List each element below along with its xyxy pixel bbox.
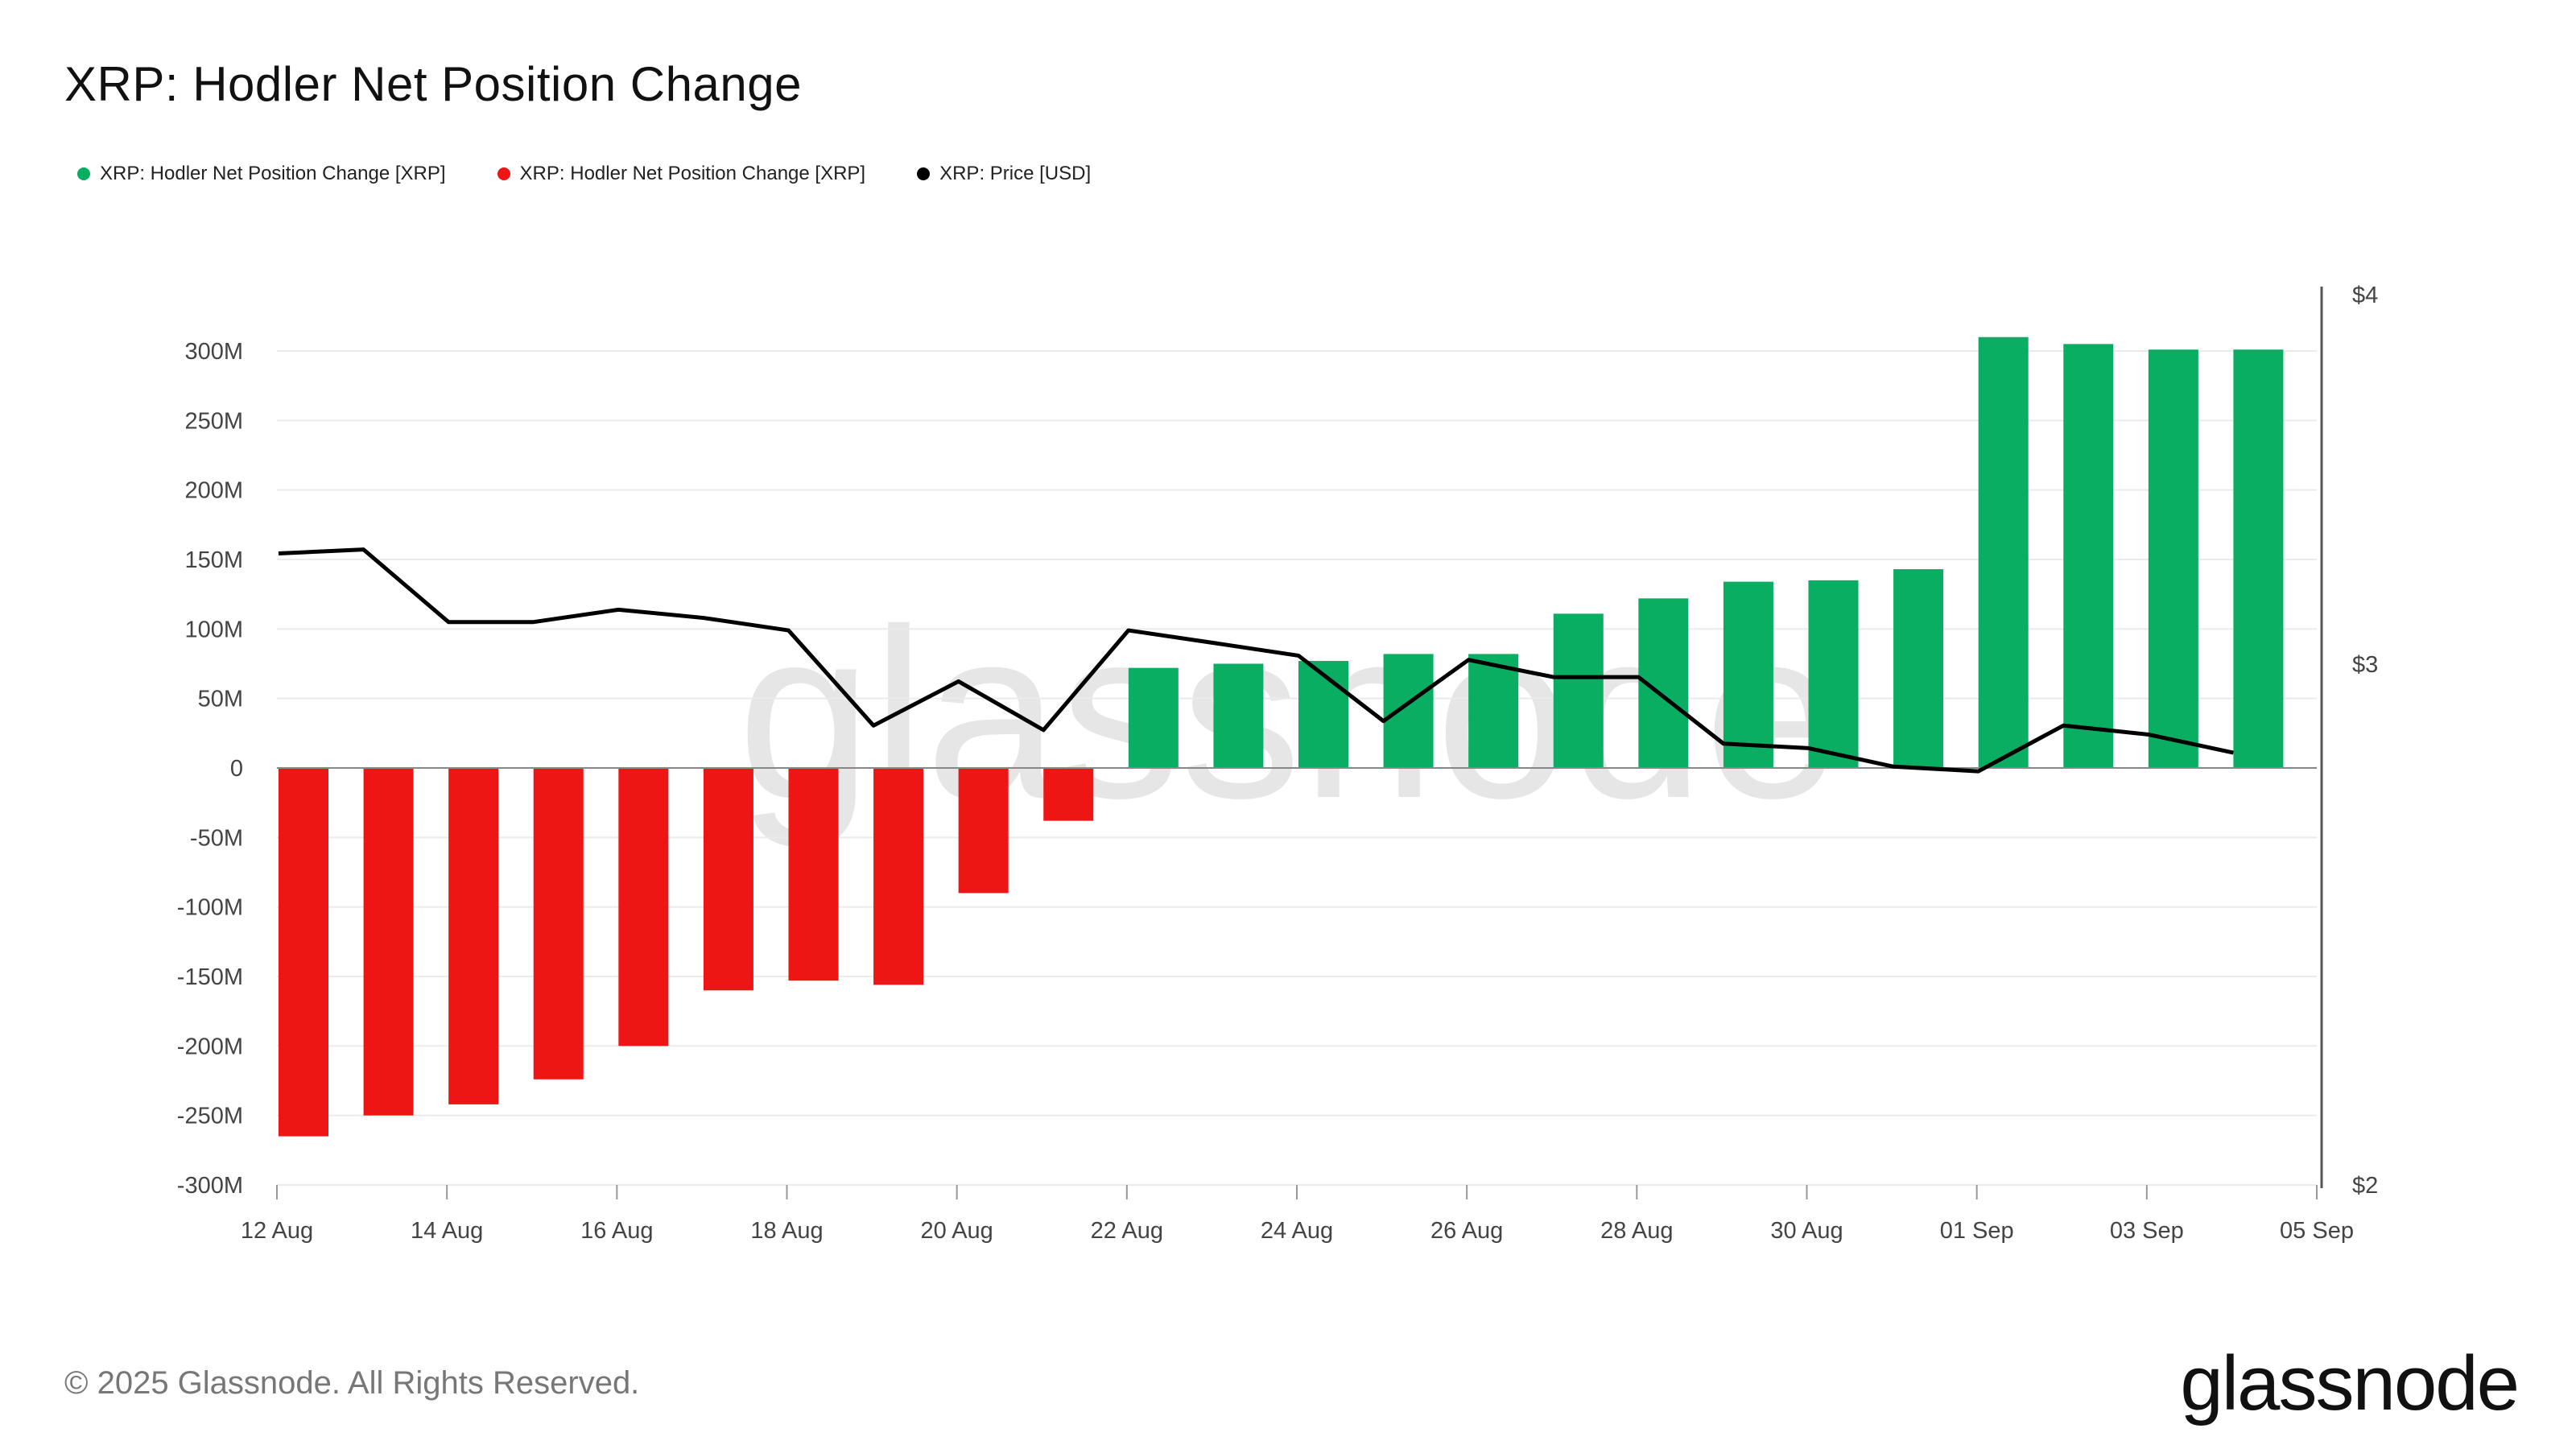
bar xyxy=(873,768,924,985)
y-tick-label: -150M xyxy=(177,964,243,990)
legend-dot-black xyxy=(917,167,931,180)
x-tick-label: 05 Sep xyxy=(2280,1218,2354,1244)
y-tick-label: 200M xyxy=(184,478,243,504)
bar xyxy=(2233,349,2284,769)
legend-item-negative[interactable]: XRP: Hodler Net Position Change [XRP] xyxy=(497,163,866,185)
bar xyxy=(533,768,584,1080)
bar xyxy=(1298,661,1348,768)
legend-label-negative: XRP: Hodler Net Position Change [XRP] xyxy=(519,163,866,184)
x-tick-label: 01 Sep xyxy=(1940,1218,2014,1244)
y-tick-label: 150M xyxy=(184,547,243,573)
bar xyxy=(1468,654,1519,768)
bar xyxy=(788,768,839,981)
y-tick-label: -50M xyxy=(190,825,243,851)
glassnode-logo: glassnode xyxy=(2180,1340,2520,1426)
x-tick-label: 20 Aug xyxy=(921,1218,993,1244)
bar xyxy=(958,768,1009,894)
x-tick-label: 26 Aug xyxy=(1430,1218,1503,1244)
x-tick-label: 22 Aug xyxy=(1091,1218,1163,1244)
y2-tick-label: $2 xyxy=(2352,1173,2378,1199)
copyright-footer: © 2025 Glassnode. All Rights Reserved. xyxy=(64,1365,640,1401)
legend-dot-red xyxy=(497,167,510,180)
bar xyxy=(1978,336,2029,768)
y-tick-label: 50M xyxy=(198,687,243,712)
x-tick-label: 30 Aug xyxy=(1770,1218,1843,1244)
y-tick-label: -100M xyxy=(177,895,243,921)
legend-dot-green xyxy=(77,167,90,180)
bar xyxy=(2063,344,2114,768)
legend: XRP: Hodler Net Position Change [XRP] XR… xyxy=(77,163,1091,185)
bar xyxy=(1213,663,1264,768)
y-tick-label: 250M xyxy=(184,408,243,434)
legend-label-price: XRP: Price [USD] xyxy=(939,163,1092,184)
chart-title: XRP: Hodler Net Position Change xyxy=(64,57,802,111)
bar xyxy=(448,768,499,1104)
y-tick-label: 100M xyxy=(184,617,243,642)
y-tick-label: 0 xyxy=(230,756,243,782)
y2-tick-label: $3 xyxy=(2352,652,2378,678)
x-tick-label: 14 Aug xyxy=(411,1218,483,1244)
x-tick-label: 12 Aug xyxy=(241,1218,313,1244)
bar xyxy=(703,768,753,991)
legend-item-positive[interactable]: XRP: Hodler Net Position Change [XRP] xyxy=(77,163,446,185)
bar xyxy=(1128,667,1179,768)
bar xyxy=(1808,580,1859,768)
y-tick-label: -300M xyxy=(177,1173,243,1199)
bar xyxy=(1723,581,1773,768)
bar xyxy=(1893,569,1944,768)
x-tick-label: 16 Aug xyxy=(580,1218,653,1244)
bar xyxy=(1043,768,1094,821)
bar xyxy=(618,768,669,1046)
y-tick-label: -200M xyxy=(177,1034,243,1059)
x-tick-label: 24 Aug xyxy=(1261,1218,1333,1244)
x-tick-label: 03 Sep xyxy=(2110,1218,2184,1244)
x-tick-label: 18 Aug xyxy=(750,1218,823,1244)
y-tick-label: 300M xyxy=(184,339,243,365)
y-tick-label: -250M xyxy=(177,1104,243,1129)
bar xyxy=(1553,613,1604,768)
price-line xyxy=(278,547,2234,774)
y2-tick-label: $4 xyxy=(2352,283,2378,308)
x-tick-label: 28 Aug xyxy=(1600,1218,1673,1244)
bar xyxy=(279,768,328,1137)
bar xyxy=(1383,654,1434,768)
legend-item-price[interactable]: XRP: Price [USD] xyxy=(917,163,1091,185)
legend-label-positive: XRP: Hodler Net Position Change [XRP] xyxy=(100,163,446,184)
bar xyxy=(2148,349,2198,769)
bar xyxy=(363,768,414,1116)
